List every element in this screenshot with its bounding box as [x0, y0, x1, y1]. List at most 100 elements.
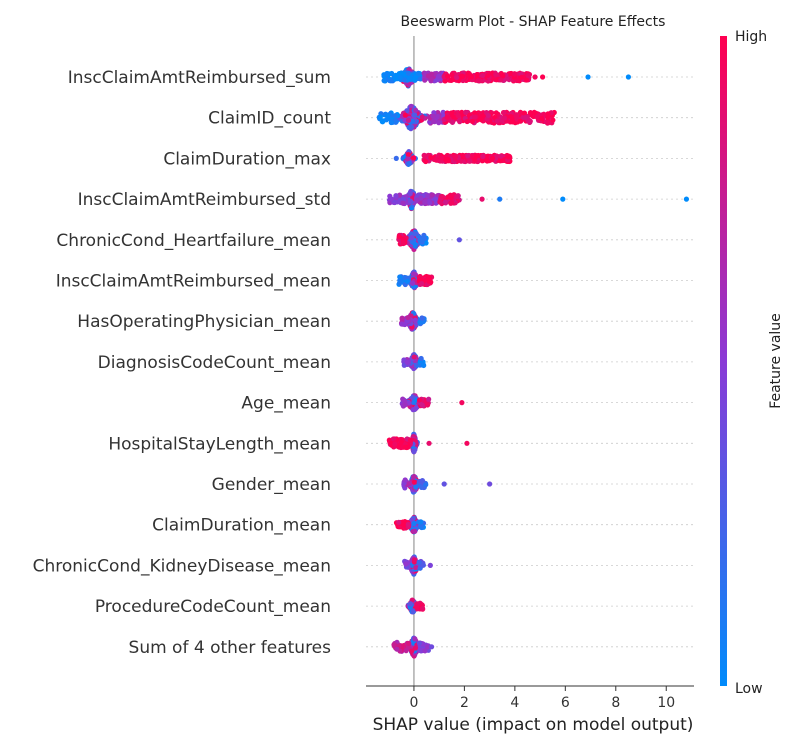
shap-point: [463, 109, 469, 115]
shap-point: [419, 402, 425, 408]
shap-point: [402, 321, 408, 328]
shap-point: [497, 157, 504, 163]
shap-point: [396, 519, 402, 526]
shap-point: [403, 648, 409, 654]
shap-point: [422, 199, 428, 205]
shap-point: [406, 75, 413, 82]
x-tick-label: 6: [561, 695, 570, 711]
shap-point: [407, 190, 413, 197]
shap-point: [406, 124, 412, 131]
shap-point: [468, 74, 475, 80]
shap-point: [449, 110, 455, 117]
feature-row-points: [396, 228, 462, 253]
shap-outlier-point: [560, 196, 566, 202]
shap-point: [433, 196, 439, 202]
shap-point: [457, 119, 463, 125]
shap-point: [399, 315, 405, 321]
shap-point: [397, 277, 403, 284]
shap-point: [393, 118, 399, 124]
shap-point: [414, 197, 420, 203]
feature-label: Sum of 4 other features: [129, 638, 332, 658]
shap-point: [527, 110, 533, 116]
shap-point: [416, 640, 423, 646]
shap-point: [414, 604, 420, 610]
shap-point: [411, 479, 418, 485]
shap-outlier-point: [459, 400, 465, 406]
shap-point: [396, 233, 402, 240]
shap-point: [428, 154, 434, 161]
shap-point: [454, 74, 460, 81]
shap-point: [424, 402, 431, 408]
shap-point: [403, 561, 409, 567]
shap-point: [436, 120, 442, 126]
shap-point: [494, 118, 500, 124]
shap-point: [381, 78, 387, 84]
shap-point: [448, 200, 454, 206]
shap-point: [523, 77, 530, 83]
shap-point: [410, 474, 417, 480]
shap-point: [379, 119, 385, 125]
shap-point: [440, 109, 446, 115]
shap-point: [397, 74, 404, 81]
shap-point: [475, 78, 481, 84]
shap-point: [412, 528, 418, 534]
shap-point: [493, 110, 499, 116]
shap-point: [411, 271, 417, 277]
shap-point: [449, 72, 455, 78]
feature-row-points: [401, 473, 493, 495]
shap-point: [493, 71, 499, 77]
feature-label: ProcedureCodeCount_mean: [95, 597, 331, 617]
shap-outlier-point: [497, 196, 503, 202]
shap-outlier-point: [585, 74, 591, 80]
shap-outlier-point: [464, 440, 470, 446]
shap-point: [448, 195, 454, 201]
shap-point: [412, 636, 418, 642]
shap-point: [419, 315, 425, 321]
shap-point: [418, 195, 424, 201]
shap-point: [465, 153, 471, 159]
shap-point: [521, 110, 528, 116]
shap-point: [439, 193, 446, 200]
shap-point: [402, 477, 408, 483]
shap-point: [411, 155, 417, 161]
shap-point: [405, 117, 412, 123]
feature-row-points: [386, 431, 470, 455]
shap-point: [449, 119, 456, 125]
shap-point: [418, 484, 425, 490]
shap-point: [498, 77, 504, 83]
shap-point: [413, 564, 419, 571]
shap-point: [419, 281, 425, 287]
shap-point: [436, 73, 442, 79]
shap-point: [480, 153, 486, 160]
feature-row-points: [398, 310, 427, 332]
feature-label: ClaimID_count: [208, 109, 331, 129]
shap-point: [518, 74, 525, 80]
chart-title: Beeswarm Plot - SHAP Feature Effects: [401, 14, 666, 30]
shap-point: [407, 198, 414, 204]
shap-point: [531, 109, 537, 116]
feature-row-points: [399, 393, 465, 413]
shap-point: [409, 234, 415, 241]
feature-row-points: [376, 103, 557, 132]
shap-point: [455, 112, 461, 119]
shap-point: [508, 113, 514, 120]
shap-point: [409, 280, 416, 286]
shap-outlier-point: [532, 74, 538, 80]
shap-outlier-point: [426, 440, 432, 446]
shap-point: [539, 115, 545, 122]
shap-point: [425, 73, 432, 79]
feature-label: ChronicCond_Heartfailure_mean: [56, 231, 331, 251]
feature-label: HospitalStayLength_mean: [108, 434, 331, 454]
shap-outlier-point: [429, 644, 435, 650]
shap-point: [412, 317, 418, 323]
feature-row-points: [391, 635, 435, 659]
shap-outlier-point: [625, 74, 632, 80]
shap-point: [407, 437, 414, 443]
shap-point: [400, 240, 406, 247]
shap-point: [489, 155, 496, 161]
shap-point: [427, 200, 433, 206]
shap-point: [392, 73, 398, 79]
shap-point: [411, 76, 417, 83]
